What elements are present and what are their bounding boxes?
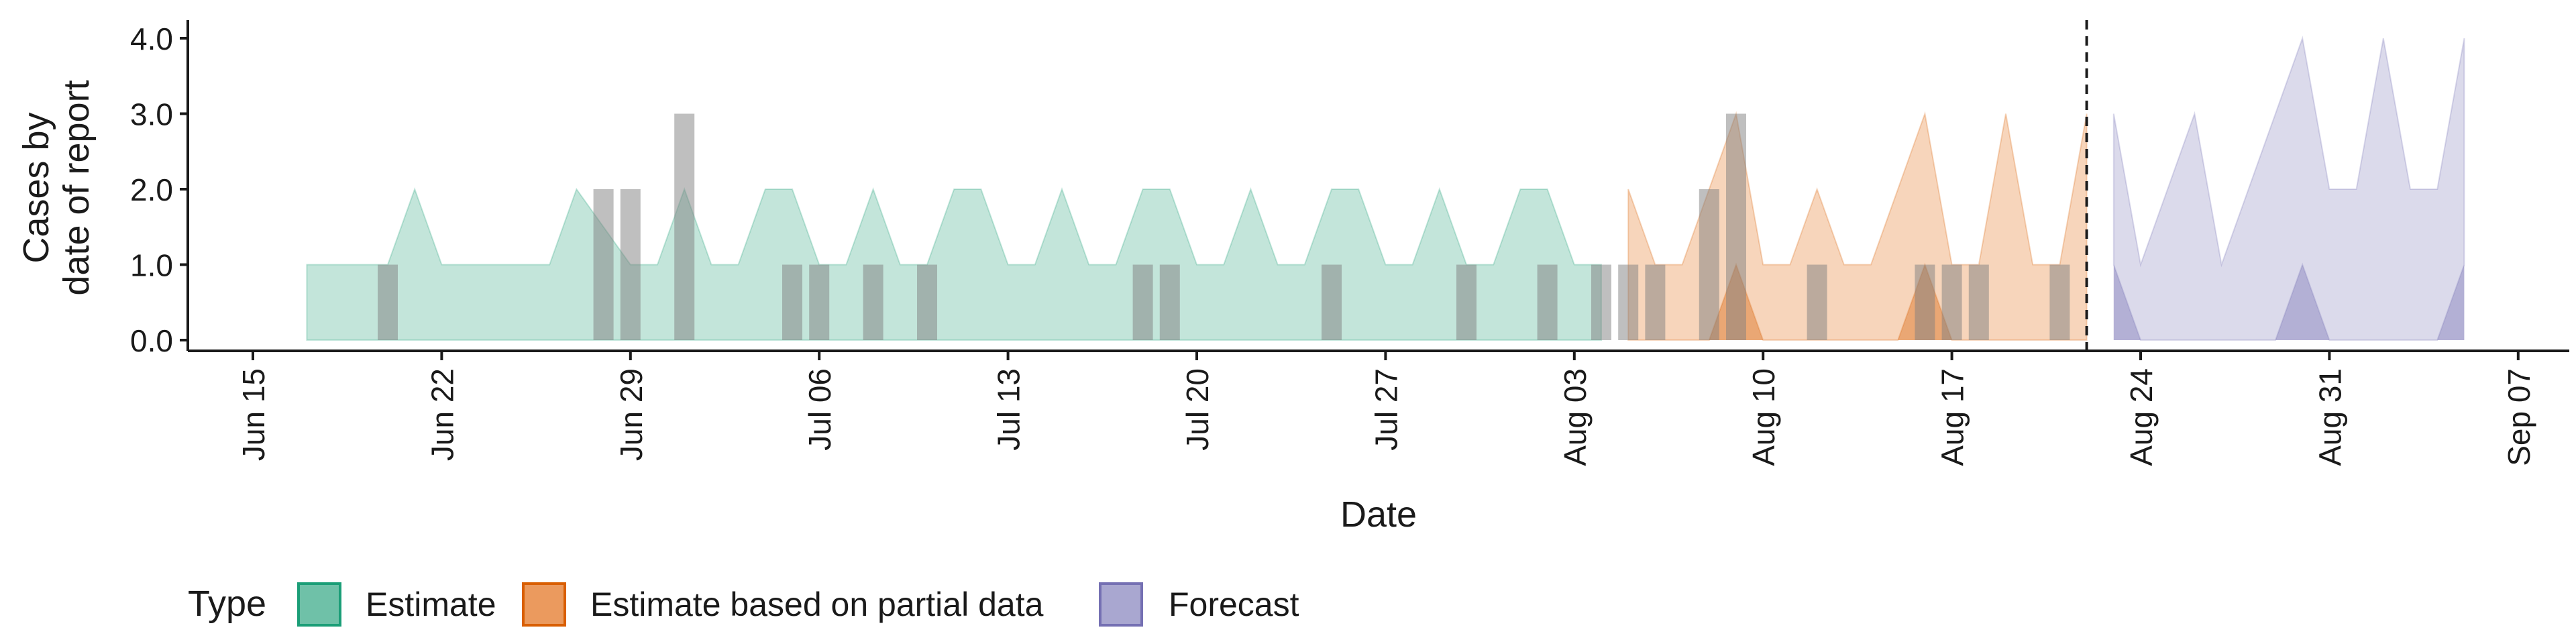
legend: Type Estimate Estimate based on partial da… (188, 582, 1299, 627)
reported-case-bar (1591, 264, 1611, 340)
legend-label: Forecast (1169, 586, 1299, 623)
series-inner-band-2 (2113, 264, 2465, 340)
y-axis-label-line-2: date of report (56, 80, 97, 295)
x-tick-label: Jun 15 (236, 368, 271, 461)
reported-case-bars (378, 113, 2070, 340)
x-tick-label: Aug 31 (2312, 368, 2347, 466)
x-axis-label: Date (1340, 494, 1417, 535)
reported-case-bar (674, 113, 695, 340)
legend-key-forecast (1099, 582, 1143, 627)
x-tick-label: Jun 29 (614, 368, 649, 461)
reported-case-bar (1132, 264, 1153, 340)
legend-label: Estimate (366, 586, 496, 623)
x-tick-label: Aug 24 (2124, 368, 2159, 466)
x-tick-label: Jul 06 (802, 368, 837, 451)
x-tick-label: Aug 10 (1746, 368, 1781, 466)
y-tick-label: 1.0 (130, 248, 173, 283)
legend-key-estimate-based-on-partial-data (522, 582, 566, 627)
reported-case-bar (1322, 264, 1342, 340)
y-tick-label: 4.0 (130, 21, 173, 56)
reported-case-bar (782, 264, 802, 340)
legend-key-estimate (297, 582, 341, 627)
reported-case-bar (1915, 264, 1935, 340)
legend-title: Type (188, 584, 266, 624)
reported-case-bar (2049, 264, 2070, 340)
x-tick-label: Jul 27 (1368, 368, 1403, 451)
reported-case-bar (1726, 113, 1746, 340)
series-area-estimate-based-on-partial-data (1627, 111, 2088, 341)
reported-case-bar (1699, 189, 1719, 340)
series-area-estimate (306, 187, 1602, 341)
x-tick-label: Jul 13 (991, 368, 1026, 451)
x-tick-label: Jun 22 (425, 368, 460, 461)
reported-case-bar (620, 189, 641, 340)
reported-case-bar (809, 264, 830, 340)
reported-case-bar (1645, 264, 1666, 340)
x-tick-label: Aug 03 (1558, 368, 1593, 466)
reported-case-bar (1159, 264, 1180, 340)
reported-case-bar (1618, 264, 1639, 340)
y-axis-label-line-1: Cases by (16, 112, 56, 263)
x-tick-label: Aug 17 (1935, 368, 1970, 466)
reported-case-bar (1537, 264, 1558, 340)
y-tick-label: 0.0 (130, 323, 173, 358)
y-tick-label: 2.0 (130, 172, 173, 207)
reported-case-bar (1941, 264, 1962, 340)
reported-case-bar (1456, 264, 1477, 340)
x-tick-label: Sep 07 (2502, 368, 2536, 466)
series-area-forecast (2112, 36, 2465, 341)
reported-case-bar (378, 264, 398, 340)
reported-case-bar (917, 264, 937, 340)
y-tick-label: 3.0 (130, 97, 173, 132)
axes: 0.0 1.0 2.0 3.0 4.0 Jun 15 Jun 22 Jun 29 Jul 06 J… (130, 20, 2569, 466)
legend-label: Estimate based on partial data (590, 586, 1044, 623)
reported-case-bar (863, 264, 883, 340)
reported-case-bar (1807, 264, 1827, 340)
x-tick-label: Jul 20 (1180, 368, 1215, 451)
reported-case-bar (593, 189, 614, 340)
reported-case-bar (1968, 264, 1989, 340)
